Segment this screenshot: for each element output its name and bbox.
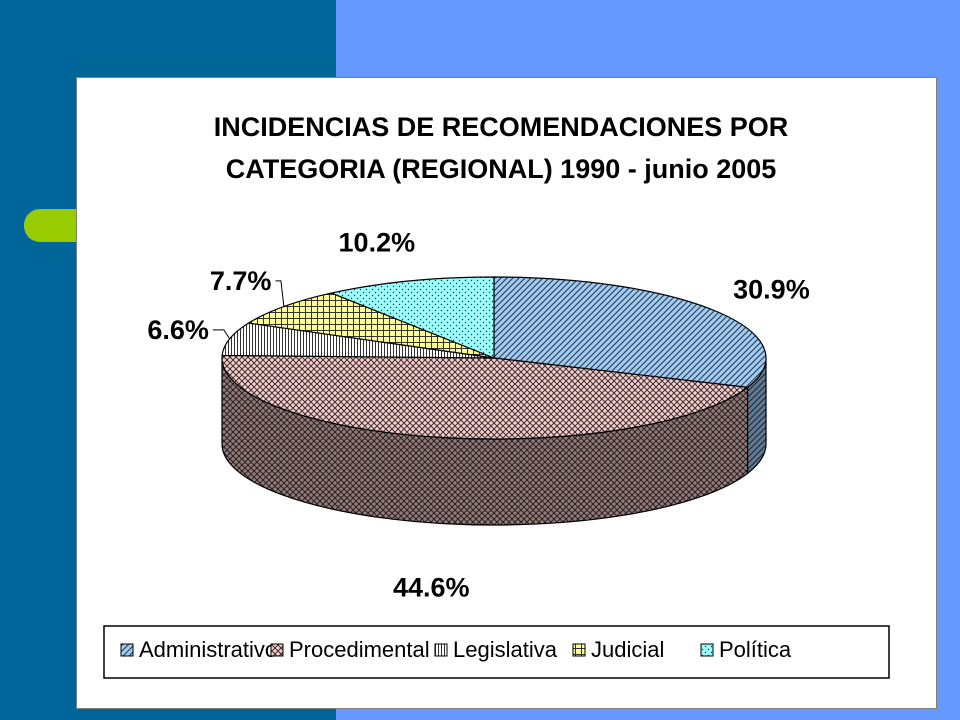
legend-swatch-procedimental [270,643,284,657]
slice-procedimental [221,354,750,440]
pct-label-administrativo: 30.9% [733,275,810,305]
leader-line-judicial [275,280,285,307]
pct-label-judicial: 7.7% [210,266,272,296]
legend-label-administrativo: Administrativo [139,637,277,662]
legend: Administrativo Procedimental Legislativa Ju… [120,637,792,662]
legend-label-procedimental: Procedimental [289,637,430,662]
pct-label-procedimental: 44.6% [393,573,470,603]
pct-label-política: 10.2% [339,227,416,257]
legend-label-judicial: Judicial [591,637,664,662]
left-decor-strip [0,200,80,720]
legend-label-legislativa: Legislativa [453,637,558,662]
slice-administrativo [493,276,767,388]
chart-title-line-2: CATEGORIA (REGIONAL) 1990 - junio 2005 [226,154,777,184]
chart-frame: INCIDENCIAS DE RECOMENDACIONES POR CATEG… [76,77,937,709]
slice-legislativa [221,322,495,359]
chart-title-line-1: INCIDENCIAS DE RECOMENDACIONES POR [214,112,789,142]
slice-labels: 30.9% 44.6% 6.6%7.7% 10.2% [147,227,809,602]
leader-line-legislativa [212,329,231,340]
legend-box [103,625,890,679]
legend-swatch-judicial [572,643,586,657]
legend-swatch-política [700,643,714,657]
legend-swatch-administrativo [120,643,134,657]
legend-label-política: Política [719,637,792,662]
slice-política [329,276,495,359]
pie-chart: INCIDENCIAS DE RECOMENDACIONES POR CATEG… [103,112,890,679]
pie-slices [221,276,767,526]
pct-label-legislativa: 6.6% [147,315,209,345]
legend-swatch-legislativa [434,643,448,657]
